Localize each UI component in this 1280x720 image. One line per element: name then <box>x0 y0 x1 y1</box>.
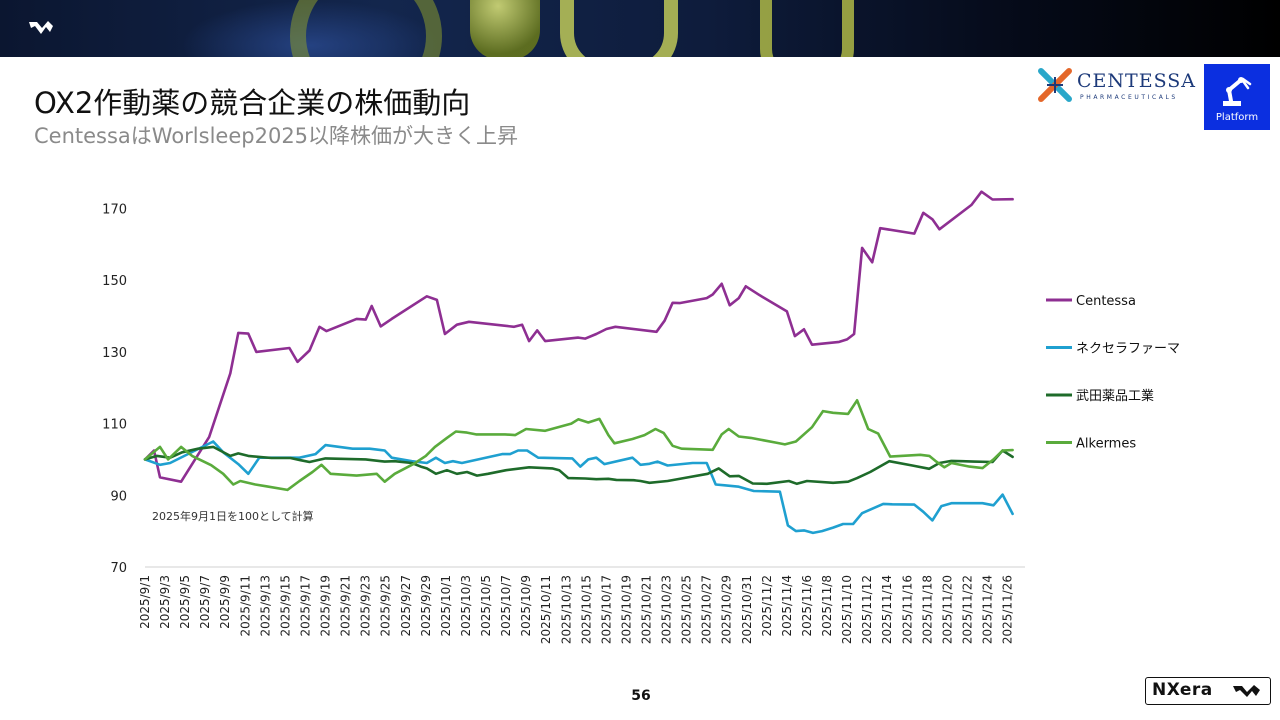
x-tick-label: 2025/11/22 <box>960 575 974 644</box>
banner-molecule-shape <box>470 0 540 57</box>
platform-badge: Platform <box>1204 64 1270 130</box>
x-tick-label: 2025/10/7 <box>499 575 513 637</box>
x-tick-label: 2025/10/21 <box>640 575 654 644</box>
banner-molecule-shape <box>760 0 854 57</box>
series-line-Centessa <box>143 190 1014 483</box>
x-tick-label: 2025/10/9 <box>519 575 533 637</box>
x-tick-label: 2025/9/21 <box>339 575 353 637</box>
x-tick-label: 2025/10/3 <box>459 575 473 637</box>
x-tick-label: 2025/9/23 <box>359 575 373 637</box>
x-tick-label: 2025/11/6 <box>800 575 814 637</box>
nxera-logo: NXera <box>1145 677 1271 705</box>
platform-label: Platform <box>1215 112 1259 123</box>
x-tick-label: 2025/9/5 <box>178 575 192 629</box>
x-tick-label: 2025/10/13 <box>559 575 573 644</box>
legend-label: Alkermes <box>1076 437 1136 452</box>
robot-arm-icon <box>1223 77 1252 106</box>
x-tick-label: 2025/11/8 <box>820 575 834 637</box>
legend-label: Centessa <box>1076 294 1136 309</box>
x-tick-label: 2025/11/12 <box>860 575 874 644</box>
y-tick-label: 150 <box>102 274 127 289</box>
x-tick-label: 2025/11/24 <box>981 575 995 644</box>
nxera-mark-icon <box>1233 685 1260 697</box>
brand-mark-icon <box>29 21 53 34</box>
y-tick-label: 110 <box>102 418 127 433</box>
x-tick-label: 2025/9/9 <box>218 575 232 629</box>
centessa-logo: CENTESSA PHARMACEUTICALS <box>1036 66 1195 106</box>
page-number: 56 <box>631 688 651 704</box>
series-line-武田薬品工業 <box>143 445 1014 486</box>
page-subtitle: CentessaはWorlsleep2025以降株価が大きく上昇 <box>34 124 519 148</box>
x-tick-label: 2025/10/15 <box>579 575 593 644</box>
x-tick-label: 2025/11/14 <box>880 575 894 644</box>
x-tick-label: 2025/9/27 <box>399 575 413 637</box>
x-tick-label: 2025/10/27 <box>700 575 714 644</box>
banner-molecule-shape <box>560 0 678 57</box>
x-tick-label: 2025/9/3 <box>158 575 172 629</box>
banner-molecule-shape <box>290 0 442 57</box>
header-banner <box>0 0 1280 57</box>
x-tick-label: 2025/9/17 <box>298 575 312 637</box>
nxera-wordmark: NXera <box>1152 680 1213 700</box>
x-tick-label: 2025/10/5 <box>479 575 493 637</box>
x-tick-label: 2025/11/20 <box>940 575 954 644</box>
x-tick-label: 2025/10/19 <box>619 575 633 644</box>
x-tick-label: 2025/9/13 <box>258 575 272 637</box>
page-title: OX2作動薬の競合企業の株価動向 <box>34 86 471 120</box>
legend-label: ネクセラファーマ <box>1076 342 1180 357</box>
y-tick-label: 90 <box>110 489 127 504</box>
chart-note: 2025年9月1日を100として計算 <box>152 509 314 523</box>
centessa-name: CENTESSA <box>1077 70 1196 92</box>
x-tick-label: 2025/9/11 <box>238 575 252 637</box>
series-line-Alkermes <box>143 399 1014 492</box>
x-tick-label: 2025/10/11 <box>539 575 553 644</box>
x-tick-label: 2025/11/26 <box>1001 575 1015 644</box>
x-tick-label: 2025/11/18 <box>920 575 934 644</box>
y-tick-label: 130 <box>102 346 127 361</box>
centessa-subname: PHARMACEUTICALS <box>1080 94 1178 101</box>
x-tick-label: 2025/9/19 <box>319 575 333 637</box>
x-tick-label: 2025/11/10 <box>840 575 854 644</box>
x-tick-label: 2025/9/7 <box>198 575 212 629</box>
x-tick-label: 2025/10/1 <box>439 575 453 637</box>
x-tick-label: 2025/10/17 <box>599 575 613 644</box>
x-tick-label: 2025/11/2 <box>760 575 774 637</box>
legend-label: 武田薬品工業 <box>1076 388 1154 404</box>
y-tick-label: 170 <box>102 203 127 218</box>
centessa-x-icon <box>1038 68 1072 102</box>
x-tick-label: 2025/9/1 <box>138 575 152 629</box>
x-tick-label: 2025/9/29 <box>419 575 433 637</box>
x-tick-label: 2025/10/23 <box>660 575 674 644</box>
series-line-ネクセラファーマ <box>143 440 1014 535</box>
x-tick-label: 2025/10/29 <box>720 575 734 644</box>
x-tick-label: 2025/11/4 <box>780 575 794 637</box>
x-tick-label: 2025/10/25 <box>680 575 694 644</box>
x-tick-label: 2025/9/15 <box>278 575 292 637</box>
x-tick-label: 2025/10/31 <box>740 575 754 644</box>
x-tick-label: 2025/11/16 <box>900 575 914 644</box>
x-tick-label: 2025/9/25 <box>379 575 393 637</box>
y-tick-label: 70 <box>110 561 127 576</box>
